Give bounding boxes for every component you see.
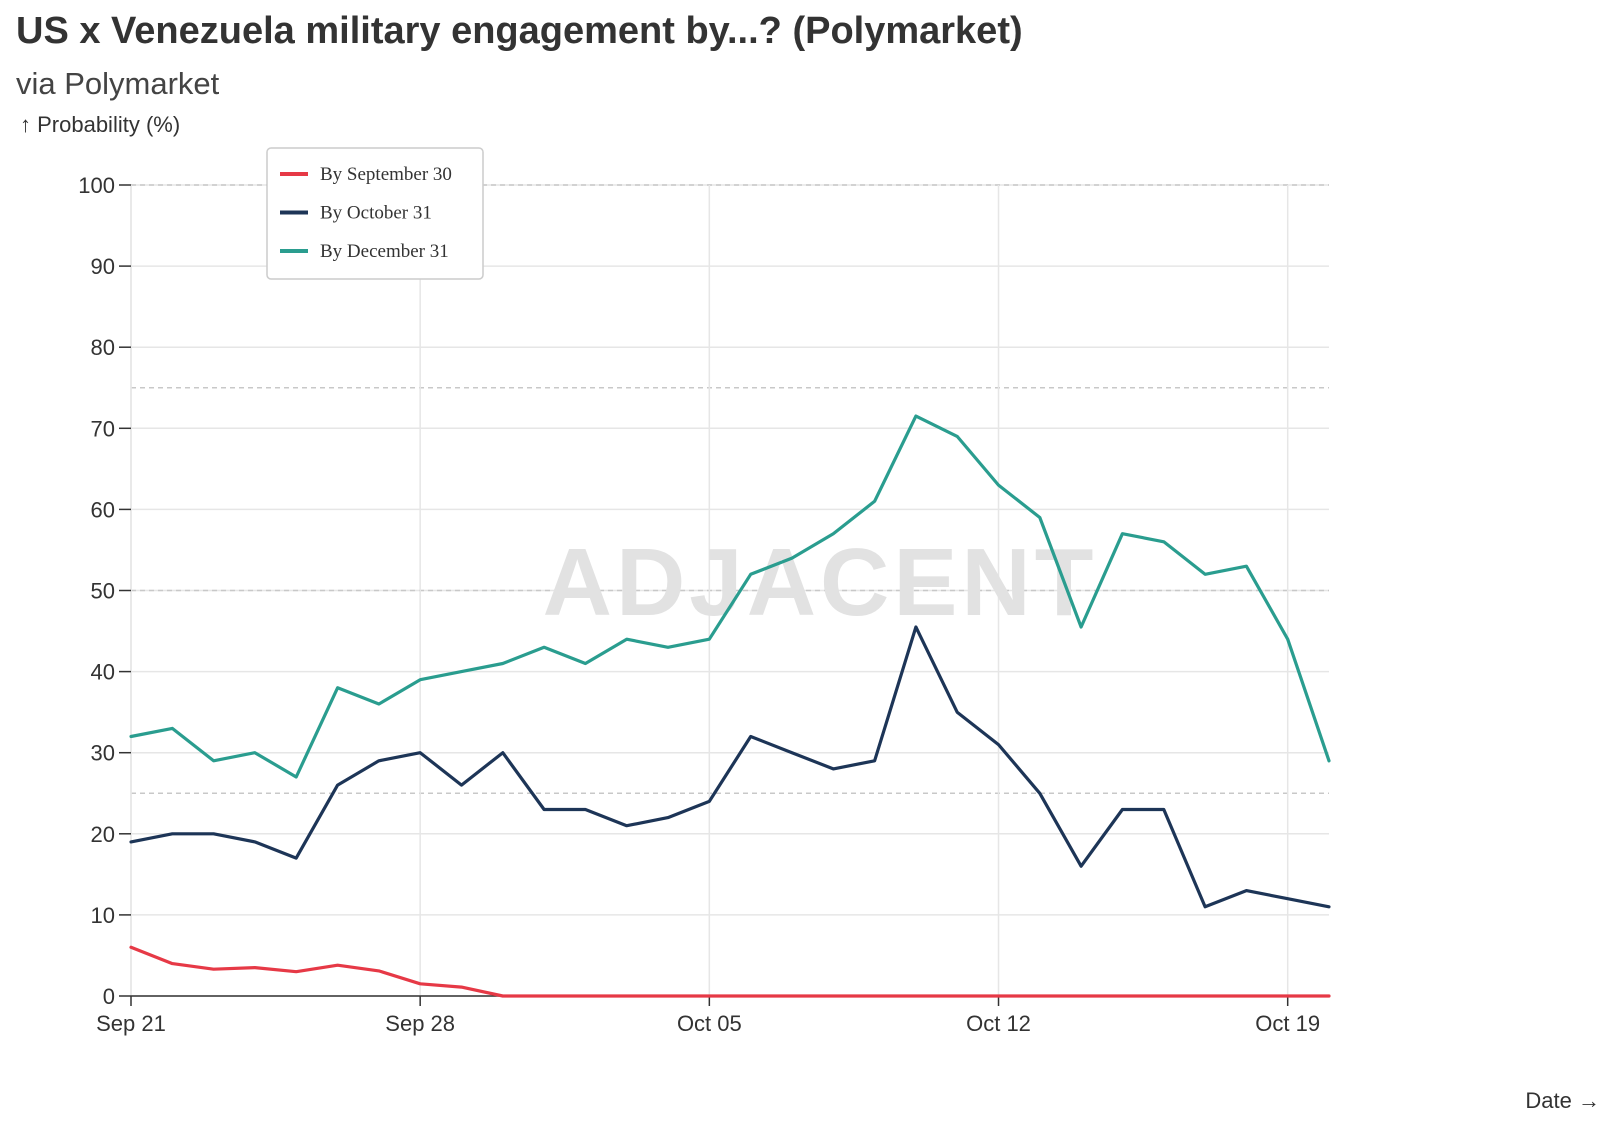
y-tick-label: 50 (91, 579, 115, 604)
series-line-by-december-31 (129, 414, 1331, 779)
watermark-text: ADJACENT (543, 529, 1098, 636)
y-axis-label: ↑ Probability (%) (20, 112, 181, 137)
y-tick-label: 90 (91, 254, 115, 279)
axes: 0 10 20 30 40 50 60 70 80 90 100 Sep 21 Sep 28 Oct 05… (78, 173, 1329, 1036)
legend-label: By December 31 (320, 241, 449, 262)
x-tick-label: Oct 12 (966, 1011, 1031, 1036)
legend-box (266, 147, 484, 280)
series-lines (129, 414, 1331, 998)
x-tick-label: Oct 05 (677, 1011, 742, 1036)
x-tick-label: Oct 19 (1255, 1011, 1320, 1036)
x-axis-label: Date → (1525, 1088, 1600, 1113)
legend-label: By October 31 (320, 203, 432, 224)
y-tick-label: 100 (78, 173, 115, 198)
y-tick-label: 60 (91, 497, 115, 522)
y-tick-label: 0 (103, 984, 115, 1009)
series-line-by-october-31 (129, 625, 1331, 909)
chart-title: US x Venezuela military engagement by...… (16, 10, 1023, 52)
x-tick-label: Sep 28 (385, 1011, 455, 1036)
x-tick-label: Sep 21 (96, 1011, 166, 1036)
y-tick-label: 30 (91, 741, 115, 766)
legend-label: By September 30 (320, 164, 452, 185)
y-tick-label: 10 (91, 903, 115, 928)
y-tick-label: 80 (91, 335, 115, 360)
y-tick-label: 70 (91, 416, 115, 441)
series-line-by-september-30 (129, 945, 1331, 998)
y-tick-label: 40 (91, 660, 115, 685)
chart-subtitle: via Polymarket (16, 66, 220, 101)
y-tick-label: 20 (91, 822, 115, 847)
legend[interactable]: By September 30 By October 31 By December … (266, 147, 484, 280)
